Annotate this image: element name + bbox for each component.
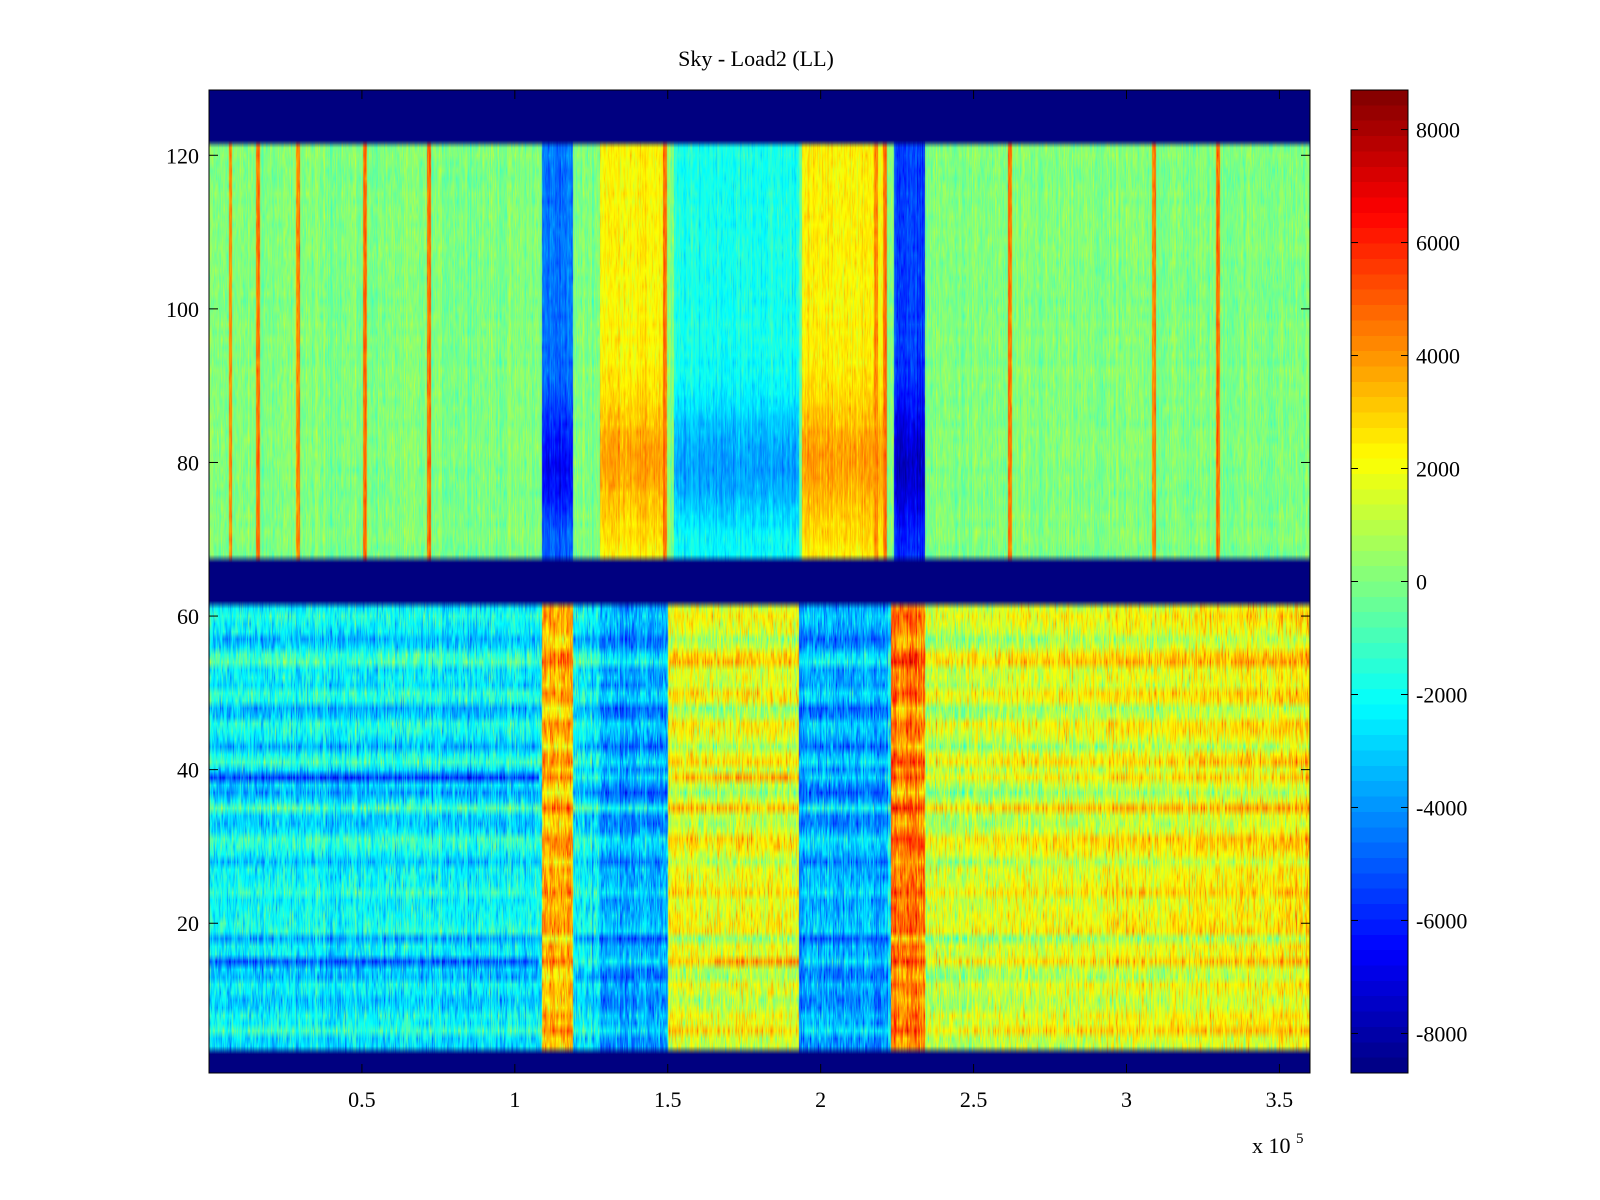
heatmap-plot <box>208 89 1311 1074</box>
colorbar-tick-label: 0 <box>1416 570 1427 595</box>
x-tick-label: 2.5 <box>960 1087 988 1112</box>
y-tick-label: 100 <box>166 297 199 322</box>
colorbar-tick-label: -6000 <box>1416 908 1467 933</box>
chart-title: Sky - Load2 (LL) <box>678 46 834 71</box>
colorbar-tick-label: 4000 <box>1416 344 1460 369</box>
x-exponent-base: x 10 <box>1252 1133 1291 1158</box>
colorbar-tick-label: 2000 <box>1416 457 1460 482</box>
colorbar-tick-label: -4000 <box>1416 795 1467 820</box>
x-exponent-power: 5 <box>1296 1131 1304 1147</box>
x-exponent-label: x 10 5 <box>1252 1131 1304 1158</box>
colorbar-gradient <box>1351 90 1408 1073</box>
heatmap-image <box>209 90 1310 1073</box>
x-tick-label: 2 <box>815 1087 826 1112</box>
colorbar: 8000 6000 4000 2000 0 -2000 -4000 -6000 -8000 <box>1350 89 1467 1074</box>
x-tick-label: 3.5 <box>1266 1087 1294 1112</box>
x-tick-label: 3 <box>1121 1087 1132 1112</box>
x-tick-label: 1 <box>509 1087 520 1112</box>
colorbar-tick-label: 8000 <box>1416 118 1460 143</box>
y-tick-label: 40 <box>177 758 199 783</box>
x-axis: 0.5 1 1.5 2 2.5 3 3.5 <box>348 90 1293 1112</box>
y-axis: 20 40 60 80 100 120 <box>166 143 1310 936</box>
colorbar-tick-label: -2000 <box>1416 682 1467 707</box>
x-tick-label: 1.5 <box>654 1087 682 1112</box>
colorbar-tick-label: 6000 <box>1416 231 1460 256</box>
colorbar-tick-label: -8000 <box>1416 1021 1467 1046</box>
y-tick-label: 80 <box>177 450 199 475</box>
colorbar-ticks: 8000 6000 4000 2000 0 -2000 -4000 -6000 -8000 <box>1351 118 1467 1046</box>
y-tick-label: 60 <box>177 604 199 629</box>
y-tick-label: 120 <box>166 143 199 168</box>
plot-frame <box>208 89 1311 1074</box>
x-tick-label: 0.5 <box>348 1087 376 1112</box>
y-tick-label: 20 <box>177 911 199 936</box>
